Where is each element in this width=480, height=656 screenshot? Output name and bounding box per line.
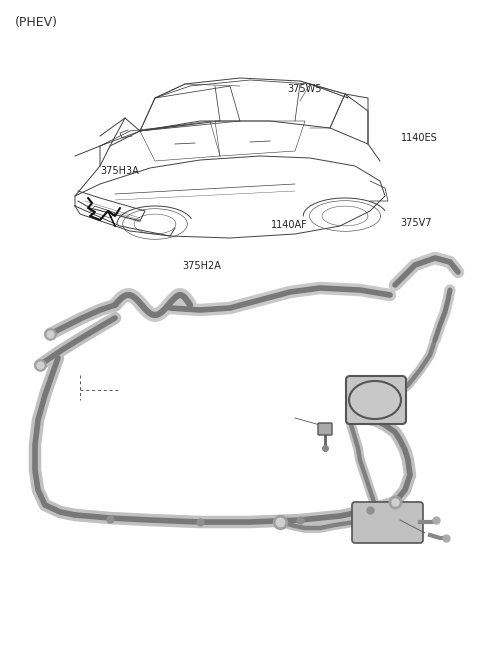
Ellipse shape <box>349 381 401 419</box>
FancyBboxPatch shape <box>318 423 332 435</box>
Text: (PHEV): (PHEV) <box>15 16 58 29</box>
Text: 375W5: 375W5 <box>288 83 322 94</box>
Text: 375H2A: 375H2A <box>182 260 221 271</box>
Text: 375H3A: 375H3A <box>101 165 139 176</box>
Text: 375V7: 375V7 <box>401 218 432 228</box>
FancyBboxPatch shape <box>346 376 406 424</box>
FancyBboxPatch shape <box>352 502 423 543</box>
Text: 1140ES: 1140ES <box>401 133 438 143</box>
Text: 1140AF: 1140AF <box>271 220 308 230</box>
